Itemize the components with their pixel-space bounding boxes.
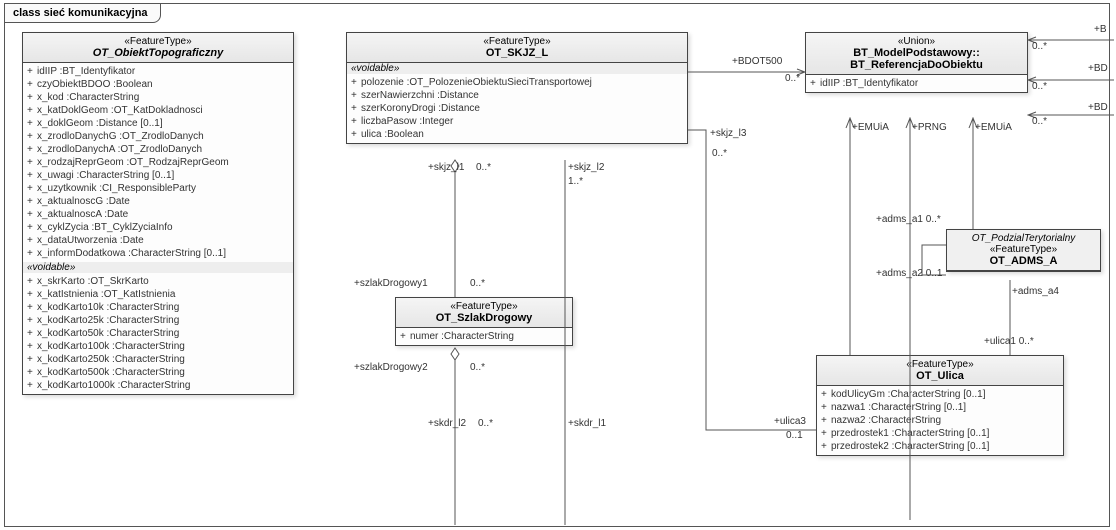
label-bdot500-m: 0..* (785, 73, 800, 84)
class-skjz-l: «FeatureType» OT_SKJZ_L «voidable» +polo… (346, 32, 688, 144)
class5-from: OT_PodzialTerytorialny (951, 233, 1096, 244)
class-referencja: «Union» BT_ModelPodstawowy:: BT_Referenc… (805, 32, 1028, 93)
class2-voidable: «voidable» (347, 63, 687, 74)
label-m0star-c: 0..* (1032, 116, 1047, 127)
attribute-row: +x_kodKarto100k :CharacterString (27, 340, 289, 353)
label-skjz-l2-m: 1..* (568, 176, 583, 187)
label-szlak1-m: 0..* (470, 278, 485, 289)
label-ulica1: +ulica1 0..* (984, 336, 1034, 347)
attribute-row: +x_zrodloDanychG :OT_ZrodloDanych (27, 130, 289, 143)
attribute-row: +czyObiektBDOO :Boolean (27, 78, 289, 91)
attribute-row: +ulica :Boolean (351, 128, 683, 141)
class6-stereo: «FeatureType» (821, 359, 1059, 370)
attribute-row: +przedrostek2 :CharacterString [0..1] (821, 440, 1059, 453)
label-adms-a2: +adms_a2 0..1 (876, 268, 942, 279)
label-skdr-m: 0..* (478, 418, 493, 429)
attribute-row: +polozenie :OT_PolozenieObiektuSieciTran… (351, 76, 683, 89)
label-ulica3: +ulica3 (774, 416, 806, 427)
label-b-cut: +B (1094, 24, 1107, 35)
attribute-row: +x_uzytkownik :CI_ResponsibleParty (27, 182, 289, 195)
frame-title: class sieć komunikacyjna (4, 3, 161, 23)
attribute-row: +szerNawierzchni :Distance (351, 89, 683, 102)
class3-name2: BT_ReferencjaDoObiektu (810, 59, 1023, 71)
label-ulica3-m: 0..1 (786, 430, 803, 441)
attribute-row: +x_aktualnoscA :Date (27, 208, 289, 221)
attribute-row: +liczbaPasow :Integer (351, 115, 683, 128)
attribute-row: +x_zrodloDanychA :OT_ZrodloDanych (27, 143, 289, 156)
attribute-row: +x_skrKarto :OT_SkrKarto (27, 275, 289, 288)
attribute-row: +idIIP :BT_Identyfikator (810, 77, 1023, 90)
attribute-row: +x_katDoklGeom :OT_KatDokladnosci (27, 104, 289, 117)
class2-header: «FeatureType» OT_SKJZ_L (347, 33, 687, 63)
attribute-row: +x_kodKarto500k :CharacterString (27, 366, 289, 379)
attribute-row: +x_kod :CharacterString (27, 91, 289, 104)
attribute-row: +x_kodKarto10k :CharacterString (27, 301, 289, 314)
attribute-row: +x_uwagi :CharacterString [0..1] (27, 169, 289, 182)
class5-stereo: «FeatureType» (951, 244, 1096, 255)
label-bdot500: +BDOT500 (732, 56, 782, 67)
class3-stereo: «Union» (810, 36, 1023, 47)
class2-name: OT_SKJZ_L (351, 47, 683, 59)
label-bd-cut: +BD (1088, 63, 1108, 74)
class5-header: OT_PodzialTerytorialny «FeatureType» OT_… (947, 230, 1100, 271)
attribute-row: +przedrostek1 :CharacterString [0..1] (821, 427, 1059, 440)
label-adms-a1: +adms_a1 0..* (876, 214, 941, 225)
label-skjz-l2: +skjz_l2 (568, 162, 604, 173)
label-skjz-l1: +skjz_l1 (428, 162, 464, 173)
attribute-row: +x_informDodatkowa :CharacterString [0..… (27, 247, 289, 260)
attribute-row: +x_dataUtworzenia :Date (27, 234, 289, 247)
label-szlak2: +szlakDrogowy2 (354, 362, 428, 373)
label-emuia1: +EMUiA (852, 122, 889, 133)
label-skjz-l3-m: 0..* (712, 148, 727, 159)
class4-stereo: «FeatureType» (400, 301, 568, 312)
label-bdc-cut: +BD (1088, 102, 1108, 113)
attribute-row: +x_kodKarto50k :CharacterString (27, 327, 289, 340)
label-emuia2: +EMUiA (975, 122, 1012, 133)
class-obiekt-topograficzny: «FeatureType» OT_ObiektTopograficzny +id… (22, 32, 294, 395)
class4-header: «FeatureType» OT_SzlakDrogowy (396, 298, 572, 328)
class6-name: OT_Ulica (821, 370, 1059, 382)
class5-name: OT_ADMS_A (951, 255, 1096, 267)
label-m0star-b: 0..* (1032, 81, 1047, 92)
class4-name: OT_SzlakDrogowy (400, 312, 568, 324)
label-prng: +PRNG (912, 122, 947, 133)
attribute-row: +nazwa2 :CharacterString (821, 414, 1059, 427)
attribute-row: +numer :CharacterString (400, 330, 568, 343)
class1-stereo: «FeatureType» (27, 36, 289, 47)
label-skjz-l3: +skjz_l3 (710, 128, 746, 139)
class6-header: «FeatureType» OT_Ulica (817, 356, 1063, 386)
attribute-row: +x_kodKarto250k :CharacterString (27, 353, 289, 366)
class-ulica: «FeatureType» OT_Ulica +kodUlicyGm :Char… (816, 355, 1064, 456)
attribute-row: +x_rodzajReprGeom :OT_RodzajReprGeom (27, 156, 289, 169)
class1-header: «FeatureType» OT_ObiektTopograficzny (23, 33, 293, 63)
class1-voidable: «voidable» (23, 262, 293, 273)
attribute-row: +kodUlicyGm :CharacterString [0..1] (821, 388, 1059, 401)
attribute-row: +nazwa1 :CharacterString [0..1] (821, 401, 1059, 414)
label-skjz-l1-m: 0..* (476, 162, 491, 173)
label-szlak1: +szlakDrogowy1 (354, 278, 428, 289)
attribute-row: +idIIP :BT_Identyfikator (27, 65, 289, 78)
attribute-row: +x_kodKarto25k :CharacterString (27, 314, 289, 327)
label-m0star-a: 0..* (1032, 41, 1047, 52)
attribute-row: +x_aktualnoscG :Date (27, 195, 289, 208)
class3-name1: BT_ModelPodstawowy:: (810, 47, 1023, 59)
attribute-row: +x_katIstnienia :OT_KatIstnienia (27, 288, 289, 301)
attribute-row: +szerKoronyDrogi :Distance (351, 102, 683, 115)
label-szlak2-m: 0..* (470, 362, 485, 373)
label-skdr-l1: +skdr_l1 (568, 418, 606, 429)
attribute-row: +x_cyklZycia :BT_CyklZyciaInfo (27, 221, 289, 234)
attribute-row: +x_doklGeom :Distance [0..1] (27, 117, 289, 130)
class-adms-a: OT_PodzialTerytorialny «FeatureType» OT_… (946, 229, 1101, 272)
label-adms-a4: +adms_a4 (1012, 286, 1059, 297)
attribute-row: +x_kodKarto1000k :CharacterString (27, 379, 289, 392)
class-szlak-drogowy: «FeatureType» OT_SzlakDrogowy +numer :Ch… (395, 297, 573, 346)
class1-name: OT_ObiektTopograficzny (27, 47, 289, 59)
class2-stereo: «FeatureType» (351, 36, 683, 47)
label-skdr-l2: +skdr_l2 (428, 418, 466, 429)
class3-header: «Union» BT_ModelPodstawowy:: BT_Referenc… (806, 33, 1027, 75)
